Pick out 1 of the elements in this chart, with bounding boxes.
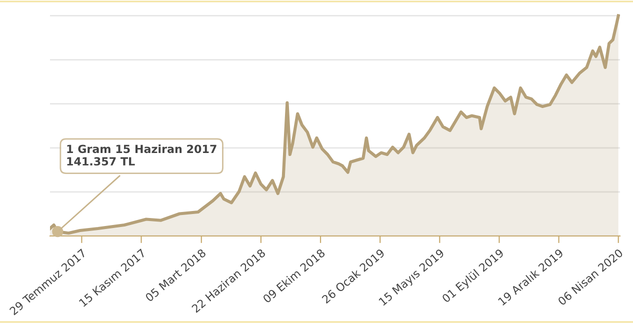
annotation: 1 Gram 15 Haziran 2017 141.357 TL bbox=[67, 144, 216, 166]
